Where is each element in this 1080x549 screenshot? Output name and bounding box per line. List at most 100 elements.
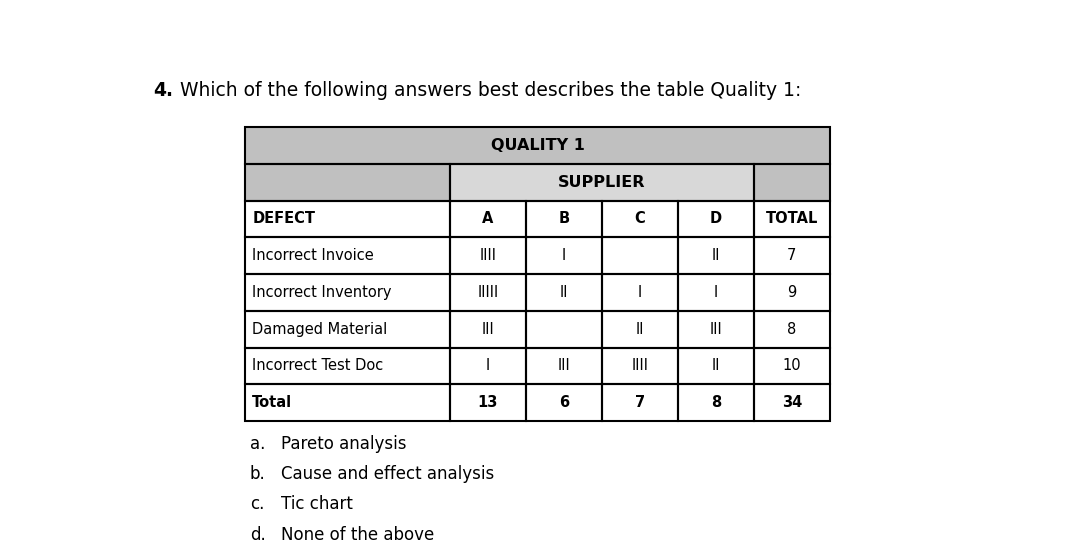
Text: Incorrect Inventory: Incorrect Inventory bbox=[253, 285, 392, 300]
Bar bbox=[245, 311, 450, 348]
Bar bbox=[602, 311, 678, 348]
Bar bbox=[754, 274, 829, 311]
Text: c.: c. bbox=[249, 495, 264, 513]
Text: II: II bbox=[712, 358, 720, 373]
Bar bbox=[245, 274, 450, 311]
Bar bbox=[678, 311, 754, 348]
Bar bbox=[602, 311, 678, 348]
Text: C: C bbox=[634, 211, 645, 227]
Bar bbox=[602, 200, 678, 237]
Bar bbox=[450, 311, 526, 348]
Bar bbox=[526, 200, 602, 237]
Bar bbox=[754, 311, 829, 348]
Bar bbox=[450, 237, 526, 274]
Text: B: B bbox=[558, 211, 569, 227]
Text: 6: 6 bbox=[558, 395, 569, 410]
Bar bbox=[450, 384, 526, 421]
Bar bbox=[245, 164, 450, 200]
Text: Total: Total bbox=[253, 395, 293, 410]
Bar bbox=[526, 237, 602, 274]
Bar bbox=[754, 200, 829, 237]
Text: II: II bbox=[712, 248, 720, 263]
Text: TOTAL: TOTAL bbox=[766, 211, 818, 227]
Text: I: I bbox=[562, 248, 566, 263]
Bar bbox=[450, 200, 526, 237]
Text: III: III bbox=[482, 322, 495, 337]
Bar bbox=[526, 311, 602, 348]
Bar bbox=[678, 237, 754, 274]
Text: b.: b. bbox=[249, 465, 266, 483]
Bar bbox=[245, 311, 450, 348]
Bar bbox=[450, 164, 754, 200]
Bar bbox=[602, 237, 678, 274]
Bar bbox=[245, 274, 450, 311]
Text: 8: 8 bbox=[711, 395, 721, 410]
Bar bbox=[678, 274, 754, 311]
Text: Incorrect Invoice: Incorrect Invoice bbox=[253, 248, 374, 263]
Bar bbox=[526, 200, 602, 237]
Bar bbox=[602, 348, 678, 384]
Text: QUALITY 1: QUALITY 1 bbox=[490, 138, 584, 153]
Text: Tic chart: Tic chart bbox=[281, 495, 352, 513]
Text: 10: 10 bbox=[782, 358, 801, 373]
Text: I: I bbox=[637, 285, 642, 300]
Text: SUPPLIER: SUPPLIER bbox=[558, 175, 646, 190]
Bar bbox=[450, 348, 526, 384]
Bar bbox=[450, 164, 754, 200]
Text: 13: 13 bbox=[477, 395, 498, 410]
Bar bbox=[526, 237, 602, 274]
Bar bbox=[754, 274, 829, 311]
Bar bbox=[602, 384, 678, 421]
Bar bbox=[602, 384, 678, 421]
Bar bbox=[678, 237, 754, 274]
Text: IIII: IIII bbox=[632, 358, 648, 373]
Text: II: II bbox=[559, 285, 568, 300]
Bar bbox=[754, 348, 829, 384]
Bar bbox=[526, 384, 602, 421]
Bar bbox=[754, 200, 829, 237]
Bar bbox=[526, 274, 602, 311]
Text: I: I bbox=[714, 285, 718, 300]
Bar bbox=[526, 348, 602, 384]
Bar bbox=[245, 164, 450, 200]
Text: I: I bbox=[486, 358, 490, 373]
Bar bbox=[602, 237, 678, 274]
Bar bbox=[245, 200, 450, 237]
Bar bbox=[602, 348, 678, 384]
Text: d.: d. bbox=[249, 526, 266, 544]
Bar bbox=[602, 274, 678, 311]
Bar bbox=[450, 311, 526, 348]
Bar bbox=[754, 384, 829, 421]
Bar bbox=[602, 274, 678, 311]
Text: Cause and effect analysis: Cause and effect analysis bbox=[281, 465, 494, 483]
Bar bbox=[678, 348, 754, 384]
Text: a.: a. bbox=[249, 434, 265, 452]
Text: 7: 7 bbox=[635, 395, 645, 410]
Text: II: II bbox=[636, 322, 644, 337]
Bar bbox=[678, 384, 754, 421]
Bar bbox=[526, 311, 602, 348]
Text: 8: 8 bbox=[787, 322, 796, 337]
Bar bbox=[678, 200, 754, 237]
Bar bbox=[754, 348, 829, 384]
Bar bbox=[526, 274, 602, 311]
Text: 9: 9 bbox=[787, 285, 796, 300]
Bar bbox=[526, 384, 602, 421]
Text: A: A bbox=[483, 211, 494, 227]
Bar bbox=[602, 200, 678, 237]
Bar bbox=[450, 200, 526, 237]
Bar bbox=[754, 164, 829, 200]
Bar bbox=[450, 384, 526, 421]
Bar bbox=[245, 384, 450, 421]
Bar bbox=[754, 237, 829, 274]
Text: D: D bbox=[710, 211, 721, 227]
Text: Pareto analysis: Pareto analysis bbox=[281, 434, 406, 452]
Bar bbox=[754, 384, 829, 421]
Text: 4.: 4. bbox=[153, 81, 174, 100]
Bar bbox=[245, 384, 450, 421]
Bar bbox=[754, 311, 829, 348]
Bar bbox=[526, 348, 602, 384]
Bar bbox=[678, 311, 754, 348]
Bar bbox=[450, 274, 526, 311]
Text: III: III bbox=[710, 322, 723, 337]
